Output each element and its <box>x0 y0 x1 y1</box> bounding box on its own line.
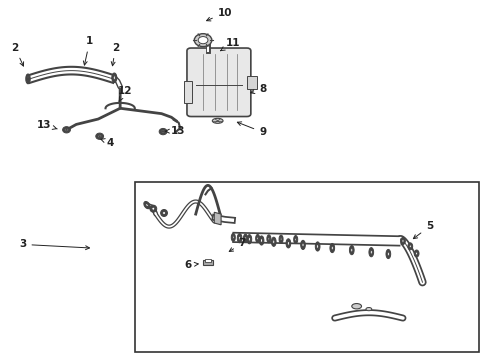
Ellipse shape <box>272 240 274 244</box>
Text: 2: 2 <box>111 43 119 66</box>
Ellipse shape <box>413 250 418 257</box>
Ellipse shape <box>407 243 412 250</box>
Ellipse shape <box>350 248 352 252</box>
Text: 7: 7 <box>229 238 245 252</box>
Ellipse shape <box>294 238 296 241</box>
Ellipse shape <box>266 235 270 243</box>
Ellipse shape <box>65 129 68 131</box>
Bar <box>205 259 211 262</box>
Ellipse shape <box>293 235 297 244</box>
Ellipse shape <box>300 240 305 249</box>
Ellipse shape <box>212 118 223 123</box>
Ellipse shape <box>315 242 319 251</box>
Ellipse shape <box>401 239 403 243</box>
Ellipse shape <box>150 205 157 212</box>
Ellipse shape <box>330 246 333 250</box>
Text: 2: 2 <box>11 43 23 66</box>
Ellipse shape <box>316 244 318 248</box>
Ellipse shape <box>231 233 235 242</box>
Ellipse shape <box>27 78 28 80</box>
Ellipse shape <box>160 210 167 216</box>
Ellipse shape <box>365 307 371 311</box>
Ellipse shape <box>302 243 304 247</box>
Text: 11: 11 <box>220 37 240 51</box>
Ellipse shape <box>349 246 353 255</box>
Ellipse shape <box>267 237 269 240</box>
Text: 6: 6 <box>184 260 198 270</box>
Text: 5: 5 <box>412 221 432 239</box>
Text: 1: 1 <box>83 36 93 65</box>
FancyBboxPatch shape <box>186 48 250 117</box>
Ellipse shape <box>145 203 148 207</box>
Ellipse shape <box>248 237 250 241</box>
Ellipse shape <box>415 252 417 255</box>
Ellipse shape <box>161 130 164 133</box>
Text: 4: 4 <box>101 138 114 148</box>
Text: 9: 9 <box>237 122 265 137</box>
Ellipse shape <box>143 202 150 209</box>
Ellipse shape <box>256 237 258 240</box>
Ellipse shape <box>285 239 290 248</box>
Ellipse shape <box>280 238 281 241</box>
Ellipse shape <box>408 245 410 248</box>
Text: 8: 8 <box>250 84 266 94</box>
Ellipse shape <box>162 131 163 132</box>
Ellipse shape <box>27 77 29 81</box>
Bar <box>246 76 256 89</box>
Ellipse shape <box>255 234 259 243</box>
Ellipse shape <box>162 211 165 215</box>
Ellipse shape <box>238 236 240 240</box>
Ellipse shape <box>244 237 246 240</box>
Ellipse shape <box>400 238 405 244</box>
Circle shape <box>198 37 207 44</box>
Ellipse shape <box>260 238 262 243</box>
Ellipse shape <box>385 249 390 258</box>
Ellipse shape <box>96 133 103 139</box>
Bar <box>183 81 192 103</box>
Circle shape <box>194 34 211 46</box>
Ellipse shape <box>26 74 30 84</box>
Ellipse shape <box>351 303 361 309</box>
Ellipse shape <box>271 237 276 246</box>
Text: 13: 13 <box>164 126 184 136</box>
Text: 13: 13 <box>37 120 57 130</box>
Text: 12: 12 <box>118 86 132 101</box>
Ellipse shape <box>98 135 101 138</box>
Ellipse shape <box>368 248 373 257</box>
Ellipse shape <box>232 236 234 239</box>
Ellipse shape <box>369 250 371 254</box>
Ellipse shape <box>243 234 247 242</box>
Ellipse shape <box>113 76 115 80</box>
Text: 3: 3 <box>19 239 89 250</box>
Ellipse shape <box>152 207 155 210</box>
Ellipse shape <box>159 129 166 135</box>
Bar <box>202 260 213 265</box>
Ellipse shape <box>386 252 388 256</box>
Ellipse shape <box>66 129 67 130</box>
Ellipse shape <box>279 235 283 243</box>
Text: 10: 10 <box>206 8 232 21</box>
Ellipse shape <box>287 241 289 246</box>
Ellipse shape <box>112 73 117 82</box>
Polygon shape <box>214 212 221 225</box>
Ellipse shape <box>329 243 334 253</box>
Ellipse shape <box>246 235 251 244</box>
Ellipse shape <box>259 236 264 245</box>
Bar <box>135 182 478 352</box>
Ellipse shape <box>62 127 70 133</box>
Ellipse shape <box>99 136 100 137</box>
Ellipse shape <box>237 234 242 243</box>
